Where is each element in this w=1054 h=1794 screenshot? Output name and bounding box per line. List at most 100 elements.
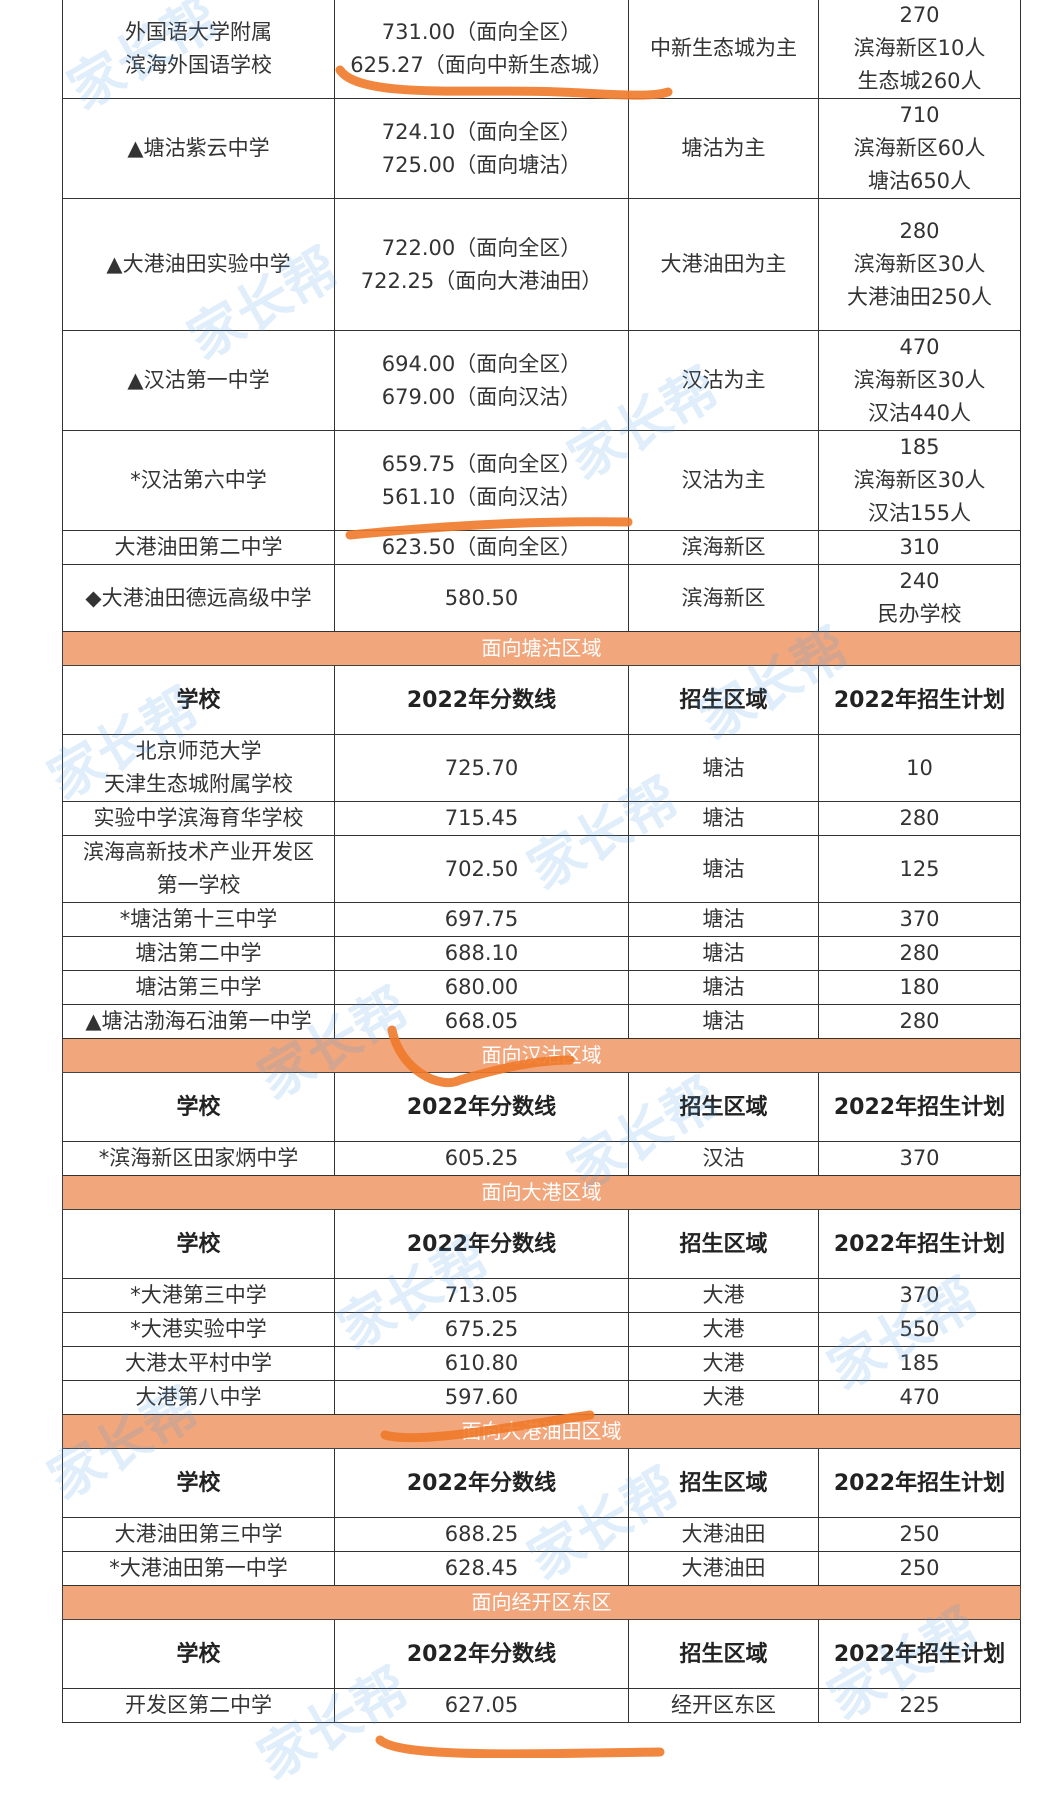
enroll-plan: 185 [818, 1346, 1021, 1381]
score-line: 659.75（面向全区） 561.10（面向汉沽） [334, 430, 629, 531]
column-header-row: 学校 2022年分数线 招生区域 2022年招生计划 [62, 1209, 1021, 1279]
column-header: 学校 [62, 1448, 335, 1518]
column-header: 2022年分数线 [334, 1209, 629, 1279]
enroll-area: 大港 [628, 1278, 819, 1313]
score-line: 605.25 [334, 1141, 629, 1176]
table-row: *大港实验中学 675.25 大港 550 [62, 1312, 1021, 1347]
enroll-area: 塘沽 [628, 936, 819, 971]
section-band: 面向大港区域 [62, 1175, 1021, 1210]
score-line: 731.00（面向全区） 625.27（面向中新生态城） [334, 0, 629, 99]
score-line: 680.00 [334, 970, 629, 1005]
score-line: 715.45 [334, 801, 629, 836]
column-header: 2022年分数线 [334, 665, 629, 735]
admission-score-table: 外国语大学附属 滨海外国语学校 731.00（面向全区） 625.27（面向中新生… [62, 0, 1021, 1723]
enroll-area: 汉沽为主 [628, 330, 819, 431]
column-header-row: 学校 2022年分数线 招生区域 2022年招生计划 [62, 665, 1021, 735]
enroll-plan: 180 [818, 970, 1021, 1005]
column-header: 学校 [62, 1619, 335, 1689]
score-line: 688.25 [334, 1517, 629, 1552]
enroll-area: 塘沽 [628, 835, 819, 903]
enroll-area: 大港 [628, 1380, 819, 1415]
score-line: 627.05 [334, 1688, 629, 1723]
column-header: 2022年分数线 [334, 1619, 629, 1689]
table-row: ▲大港油田实验中学 722.00（面向全区） 722.25（面向大港油田） 大港油田… [62, 198, 1021, 331]
school-name: 滨海高新技术产业开发区 第一学校 [62, 835, 335, 903]
enroll-plan: 550 [818, 1312, 1021, 1347]
enroll-plan: 280 [818, 801, 1021, 836]
enroll-plan: 470 滨海新区30人 汉沽440人 [818, 330, 1021, 431]
section-title: 面向塘沽区域 [62, 631, 1021, 666]
school-name: ▲塘沽紫云中学 [62, 98, 335, 199]
enroll-area: 汉沽为主 [628, 430, 819, 531]
enroll-plan: 470 [818, 1380, 1021, 1415]
table-row: 大港油田第二中学 623.50（面向全区） 滨海新区 310 [62, 530, 1021, 565]
score-line: 694.00（面向全区） 679.00（面向汉沽） [334, 330, 629, 431]
school-name: *汉沽第六中学 [62, 430, 335, 531]
enroll-area: 塘沽为主 [628, 98, 819, 199]
section-title: 面向大港油田区域 [62, 1414, 1021, 1449]
school-name: *塘沽第十三中学 [62, 902, 335, 937]
table-row: 大港太平村中学 610.80 大港 185 [62, 1346, 1021, 1381]
enroll-area: 汉沽 [628, 1141, 819, 1176]
table-row: 塘沽第二中学 688.10 塘沽 280 [62, 936, 1021, 971]
school-name: ◆大港油田德远高级中学 [62, 564, 335, 632]
table-row: 大港油田第三中学 688.25 大港油田 250 [62, 1517, 1021, 1552]
table-row: 塘沽第三中学 680.00 塘沽 180 [62, 970, 1021, 1005]
enroll-area: 大港 [628, 1312, 819, 1347]
enroll-area: 塘沽 [628, 1004, 819, 1039]
section-band: 面向塘沽区域 [62, 631, 1021, 666]
column-header-row: 学校 2022年分数线 招生区域 2022年招生计划 [62, 1448, 1021, 1518]
enroll-area: 中新生态城为主 [628, 0, 819, 99]
table-row: ▲塘沽紫云中学 724.10（面向全区） 725.00（面向塘沽） 塘沽为主 710 … [62, 98, 1021, 199]
section-band: 面向汉沽区域 [62, 1038, 1021, 1073]
enroll-plan: 270 滨海新区10人 生态城260人 [818, 0, 1021, 99]
column-header: 2022年分数线 [334, 1072, 629, 1142]
enroll-plan: 370 [818, 902, 1021, 937]
school-name: ▲塘沽渤海石油第一中学 [62, 1004, 335, 1039]
enroll-area: 大港 [628, 1346, 819, 1381]
column-header: 学校 [62, 1209, 335, 1279]
score-line: 702.50 [334, 835, 629, 903]
section-title: 面向汉沽区域 [62, 1038, 1021, 1073]
school-name: ▲汉沽第一中学 [62, 330, 335, 431]
underline-mark [375, 1735, 665, 1758]
enroll-plan: 185 滨海新区30人 汉沽155人 [818, 430, 1021, 531]
enroll-plan: 280 [818, 936, 1021, 971]
score-line: 722.00（面向全区） 722.25（面向大港油田） [334, 198, 629, 331]
column-header: 招生区域 [628, 1448, 819, 1518]
enroll-area: 滨海新区 [628, 564, 819, 632]
enroll-plan: 280 滨海新区30人 大港油田250人 [818, 198, 1021, 331]
column-header: 2022年分数线 [334, 1448, 629, 1518]
column-header: 2022年招生计划 [818, 1072, 1021, 1142]
score-line: 668.05 [334, 1004, 629, 1039]
column-header: 学校 [62, 665, 335, 735]
school-name: 大港太平村中学 [62, 1346, 335, 1381]
enroll-area: 经开区东区 [628, 1688, 819, 1723]
enroll-plan: 250 [818, 1517, 1021, 1552]
column-header: 2022年招生计划 [818, 1209, 1021, 1279]
score-line: 697.75 [334, 902, 629, 937]
enroll-plan: 710 滨海新区60人 塘沽650人 [818, 98, 1021, 199]
school-name: 大港油田第三中学 [62, 1517, 335, 1552]
column-header-row: 学校 2022年分数线 招生区域 2022年招生计划 [62, 1072, 1021, 1142]
table-row: ◆大港油田德远高级中学 580.50 滨海新区 240 民办学校 [62, 564, 1021, 632]
table-row: *汉沽第六中学 659.75（面向全区） 561.10（面向汉沽） 汉沽为主 185 … [62, 430, 1021, 531]
column-header: 2022年招生计划 [818, 1448, 1021, 1518]
score-line: 688.10 [334, 936, 629, 971]
column-header: 2022年招生计划 [818, 1619, 1021, 1689]
school-name: 塘沽第三中学 [62, 970, 335, 1005]
score-line: 725.70 [334, 734, 629, 802]
table-row: 北京师范大学 天津生态城附属学校 725.70 塘沽 10 [62, 734, 1021, 802]
enroll-area: 塘沽 [628, 970, 819, 1005]
school-name: *大港实验中学 [62, 1312, 335, 1347]
score-line: 580.50 [334, 564, 629, 632]
score-line: 623.50（面向全区） [334, 530, 629, 565]
table-row: 大港第八中学 597.60 大港 470 [62, 1380, 1021, 1415]
table-row: *滨海新区田家炳中学 605.25 汉沽 370 [62, 1141, 1021, 1176]
score-line: 628.45 [334, 1551, 629, 1586]
school-name: *滨海新区田家炳中学 [62, 1141, 335, 1176]
score-line: 597.60 [334, 1380, 629, 1415]
section-title: 面向经开区东区 [62, 1585, 1021, 1620]
table-row: 外国语大学附属 滨海外国语学校 731.00（面向全区） 625.27（面向中新生… [62, 0, 1021, 99]
table-row: ▲汉沽第一中学 694.00（面向全区） 679.00（面向汉沽） 汉沽为主 470 … [62, 330, 1021, 431]
